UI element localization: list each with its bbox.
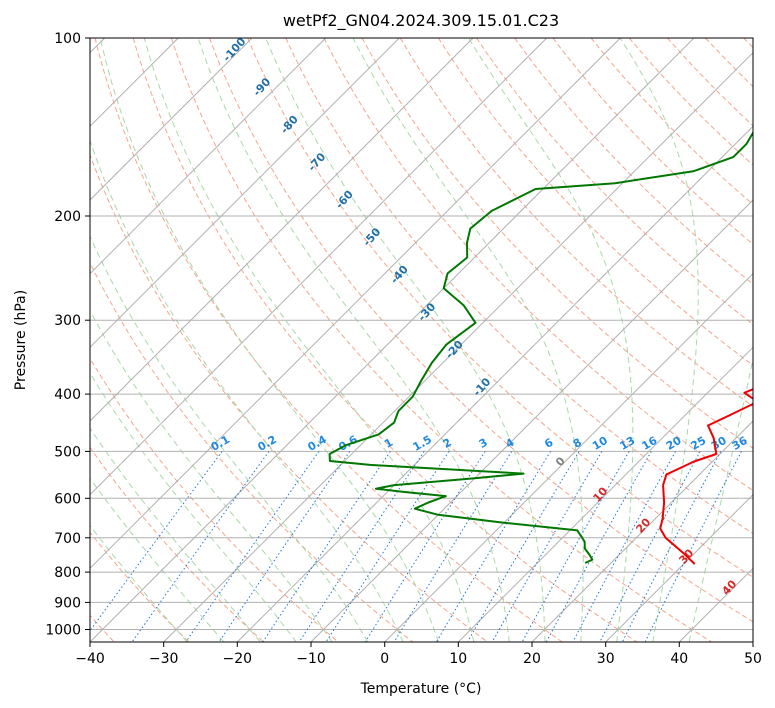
moist-adiabat <box>90 309 333 642</box>
isotherm-line <box>163 51 753 642</box>
mixing-ratio-line <box>218 451 351 642</box>
dry-adiabat <box>437 38 753 366</box>
mixing-ratio-line <box>90 451 223 632</box>
dry-adiabat <box>247 38 753 578</box>
isotherm-line <box>384 272 753 642</box>
chart-title: wetPf2_GN04.2024.309.15.01.C23 <box>283 11 559 31</box>
mixing-ratio-line <box>621 451 722 642</box>
mixing-ratio-line <box>393 451 513 642</box>
moist-adiabat <box>90 524 188 642</box>
mixing-ratio-line <box>131 451 270 642</box>
moist-adiabat <box>90 235 369 642</box>
x-tick-label: −30 <box>149 651 179 667</box>
y-tick-label: 600 <box>54 491 81 507</box>
moist-adiabat <box>90 139 404 642</box>
x-tick-label: −20 <box>223 651 253 667</box>
dry-adiabat <box>90 357 339 642</box>
mixing-ratio-line <box>572 451 676 642</box>
dry-adiabat <box>90 446 264 642</box>
dewpoint-profile-line <box>328 130 753 564</box>
mixing-ratio-line <box>364 451 486 642</box>
mixing-ratio-line <box>599 451 701 642</box>
y-tick-label: 700 <box>54 531 81 547</box>
moist-adiabat <box>265 38 546 642</box>
dry-adiabat <box>552 38 753 245</box>
x-tick-label: 40 <box>670 651 688 667</box>
dry-adiabat <box>170 38 712 642</box>
y-tick-label: 200 <box>54 209 81 225</box>
x-tick-label: 10 <box>449 651 467 667</box>
y-tick-label: 900 <box>54 595 81 611</box>
mixing-ratio-line <box>185 451 320 642</box>
moist-adiabat <box>90 477 225 642</box>
x-tick-label: 0 <box>380 651 389 667</box>
dry-adiabat <box>90 261 414 642</box>
y-axis-title: Pressure (hPa) <box>13 290 29 390</box>
mixing-ratio-line <box>491 451 603 642</box>
moist-adiabat <box>619 38 699 642</box>
y-tick-label: 500 <box>54 444 81 460</box>
y-tick-label: 800 <box>54 565 81 581</box>
moist-adiabat <box>99 38 439 642</box>
dry-adiabat <box>628 38 753 166</box>
isotherm-line <box>310 199 753 642</box>
mixing-ratio-line <box>644 451 742 642</box>
mixing-ratio-line <box>545 451 652 642</box>
moist-adiabat <box>352 38 584 642</box>
x-tick-label: −10 <box>296 651 326 667</box>
dry-adiabat <box>323 38 753 492</box>
isotherm-line <box>90 38 548 496</box>
isotherm-line <box>531 420 753 642</box>
moist-adiabat <box>688 356 753 642</box>
moist-adiabat <box>197 38 510 642</box>
isotherm-line <box>236 125 753 642</box>
x-tick-label: −40 <box>75 651 105 667</box>
dry-adiabat <box>94 38 563 642</box>
dry-adiabat <box>209 38 753 623</box>
dry-adiabat <box>132 38 638 642</box>
x-axis-title: Temperature (°C) <box>360 681 482 697</box>
isotherm-line <box>90 38 400 349</box>
isotherm-line <box>90 38 327 275</box>
isotherm-line <box>90 38 695 642</box>
y-tick-label: 300 <box>54 313 81 329</box>
moist-adiabat <box>143 38 475 642</box>
plot-frame <box>89 37 754 643</box>
temperature-profile-line <box>659 388 753 565</box>
mixing-ratio-line <box>262 451 391 642</box>
isotherm-line <box>605 493 753 642</box>
moist-adiabat <box>90 427 261 642</box>
isotherm-line <box>457 346 753 642</box>
x-tick-label: 50 <box>744 651 762 667</box>
moist-adiabat <box>90 372 297 642</box>
axes: −40 −30 −20 −10 0 10 20 30 40 50 100 200 300 400 500 60… <box>45 31 762 667</box>
isotherm-line <box>90 38 253 201</box>
y-tick-label: 400 <box>54 387 81 403</box>
x-tick-label: 30 <box>597 651 615 667</box>
y-tick-label: 1000 <box>45 623 81 639</box>
dry-adiabat <box>285 38 753 535</box>
isotherm-line <box>90 38 621 570</box>
dry-adiabat <box>514 38 753 285</box>
x-tick-label: 20 <box>523 651 541 667</box>
y-tick-label: 100 <box>54 31 81 47</box>
dry-adiabat <box>399 38 753 408</box>
isotherm-line <box>90 38 474 422</box>
